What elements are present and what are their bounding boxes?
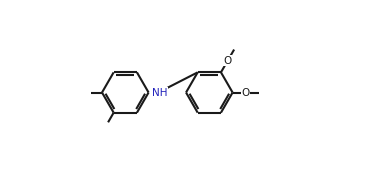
Text: NH: NH — [152, 88, 168, 97]
Text: O: O — [242, 88, 250, 97]
Text: O: O — [223, 56, 232, 66]
